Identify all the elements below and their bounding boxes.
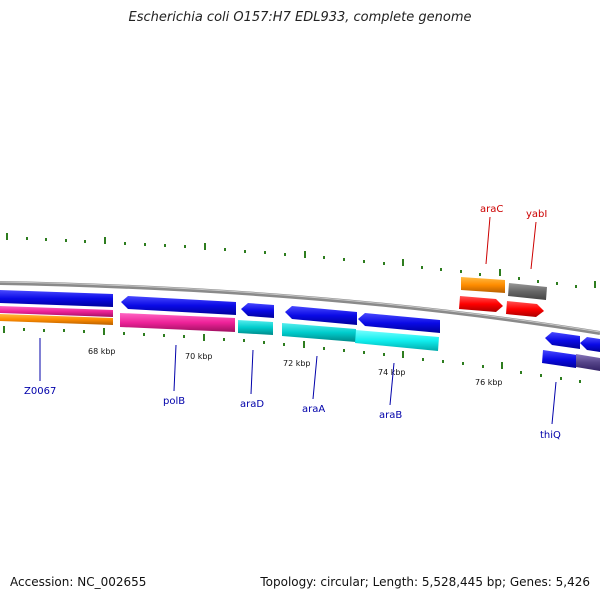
- gene-label-araa[interactable]: araA: [302, 404, 325, 415]
- gene-polb-pink-feature[interactable]: [120, 313, 235, 332]
- gene-red-feature-1[interactable]: [459, 296, 503, 312]
- gene-label-arac[interactable]: araC: [480, 204, 503, 215]
- inner-tick-ring: [3, 326, 581, 383]
- gene-label-arad[interactable]: araD: [240, 399, 264, 410]
- gene-label-polb[interactable]: polB: [163, 396, 185, 407]
- scale-label-76kbp: 76 kbp: [475, 378, 503, 387]
- gene-blue-edge-feature[interactable]: [580, 337, 600, 352]
- gene-arad-cyan-feature[interactable]: [238, 320, 273, 335]
- scale-label-68kbp: 68 kbp: [88, 347, 116, 356]
- scale-label-70kbp: 70 kbp: [185, 352, 213, 361]
- gene-pink-feature-1[interactable]: [0, 306, 113, 317]
- gene-red-feature-2[interactable]: [506, 301, 544, 317]
- gene-label-thiq[interactable]: thiQ: [540, 430, 561, 441]
- topology-label: Topology: circular; Length: 5,528,445 bp…: [260, 575, 590, 589]
- label-leaders: [39, 216, 557, 425]
- gene-arac-feature[interactable]: [461, 277, 505, 293]
- scale-label-72kbp: 72 kbp: [283, 359, 311, 368]
- gene-label-z0067[interactable]: Z0067: [24, 386, 56, 397]
- gene-polb-feature[interactable]: [121, 296, 236, 315]
- gene-thiq-feature[interactable]: [542, 350, 577, 368]
- gene-arab-feature[interactable]: [358, 313, 440, 333]
- gene-label-yabi[interactable]: yabI: [526, 209, 547, 220]
- gene-araa-feature[interactable]: [285, 306, 357, 325]
- gene-thiq-upper-feature[interactable]: [545, 332, 580, 349]
- outer-tick-ring: [6, 233, 596, 288]
- gene-label-arab[interactable]: araB: [379, 410, 402, 421]
- gene-arab-cyan-feature[interactable]: [355, 330, 439, 351]
- map-title: Escherichia coli O157:H7 EDL933, complet…: [128, 10, 472, 25]
- gene-z0067-feature[interactable]: [0, 290, 113, 307]
- accession-label: Accession: NC_002655: [10, 575, 147, 589]
- gene-yabi-feature[interactable]: [508, 283, 547, 300]
- gene-orange-feature-1[interactable]: [0, 314, 113, 325]
- gene-arad-feature[interactable]: [241, 303, 274, 318]
- genome-backbone: [0, 281, 600, 335]
- gene-araa-cyan-feature[interactable]: [282, 323, 356, 342]
- gene-slate-feature[interactable]: [576, 354, 600, 371]
- scale-label-74kbp: 74 kbp: [378, 368, 406, 377]
